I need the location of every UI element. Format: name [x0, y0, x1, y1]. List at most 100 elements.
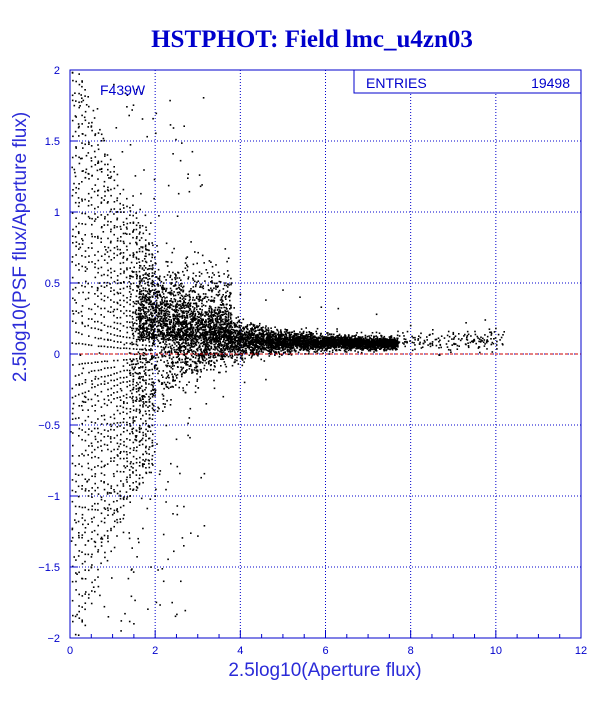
scatter-point	[263, 348, 265, 351]
scatter-point	[397, 346, 399, 348]
scatter-point	[229, 341, 231, 344]
scatter-point	[315, 337, 318, 340]
scatter-point	[215, 332, 217, 335]
scatter-point	[304, 337, 307, 340]
scatter-point	[285, 340, 287, 343]
scatter-point	[142, 335, 145, 338]
scatter-point	[237, 320, 240, 323]
scatter-point	[239, 338, 242, 341]
scatter-point	[302, 331, 305, 334]
scatter-point	[134, 311, 137, 313]
scatter-point	[191, 370, 193, 372]
scatter-point	[164, 355, 167, 358]
scatter-point	[162, 370, 165, 372]
scatter-point	[224, 312, 227, 314]
scatter-point	[311, 341, 313, 344]
scatter-point	[253, 346, 255, 348]
scatter-point	[218, 343, 221, 346]
scatter-point	[386, 338, 388, 340]
scatter-point	[308, 344, 311, 347]
scatter-point	[201, 309, 203, 311]
scatter-point	[263, 334, 266, 336]
scatter-point	[181, 314, 184, 316]
scatter-point	[240, 340, 242, 343]
scatter-point	[160, 323, 163, 326]
scatter-point	[190, 310, 193, 313]
scatter-point	[146, 507, 149, 510]
scatter-point	[168, 351, 171, 354]
scatter-point	[316, 347, 318, 349]
scatter-point	[254, 346, 257, 349]
scatter-point	[161, 393, 164, 396]
scatter-point	[308, 331, 310, 333]
scatter-point	[374, 345, 376, 348]
scatter-point	[224, 318, 226, 320]
scatter-point	[232, 348, 235, 351]
scatter-point	[187, 328, 190, 331]
scatter-point	[361, 342, 363, 344]
scatter-point	[332, 346, 335, 348]
scatter-point	[205, 358, 208, 360]
scatter-point	[318, 347, 321, 350]
scatter-point	[320, 346, 322, 348]
scatter-point	[246, 328, 249, 330]
scatter-point	[154, 367, 156, 370]
scatter-point	[252, 349, 255, 351]
scatter-point	[209, 328, 211, 330]
scatter-point	[137, 286, 140, 289]
scatter-point	[147, 369, 150, 372]
scatter-point	[285, 333, 287, 336]
scatter-point	[276, 328, 278, 331]
scatter-point	[248, 338, 251, 340]
scatter-point	[142, 354, 144, 356]
scatter-point	[208, 360, 211, 362]
scatter-point	[235, 345, 238, 348]
scatter-point	[272, 344, 275, 347]
scatter-point	[210, 364, 212, 366]
scatter-point	[307, 339, 310, 341]
scatter-point	[300, 332, 303, 335]
scatter-point	[226, 342, 229, 345]
scatter-point	[274, 354, 276, 356]
scatter-point	[193, 334, 195, 336]
scatter-point	[215, 340, 217, 342]
scatter-point	[175, 322, 177, 325]
scatter-point	[163, 361, 165, 363]
scatter-point	[209, 356, 211, 359]
scatter-point	[153, 340, 155, 343]
scatter-point	[140, 376, 143, 378]
scatter-point	[287, 340, 290, 342]
scatter-point	[265, 332, 268, 334]
scatter-point	[235, 346, 238, 349]
scatter-point	[131, 397, 133, 400]
scatter-point	[155, 299, 158, 302]
scatter-point	[270, 327, 272, 329]
scatter-point	[242, 345, 245, 348]
scatter-point	[314, 342, 316, 344]
scatter-point	[156, 410, 159, 412]
scatter-point	[136, 274, 138, 277]
scatter-point	[167, 292, 169, 294]
scatter-point	[267, 349, 269, 352]
scatter-point	[194, 391, 197, 394]
scatter-point	[276, 329, 279, 332]
scatter-point	[136, 327, 139, 330]
scatter-point	[220, 351, 222, 354]
scatter-point	[180, 349, 182, 352]
scatter-point	[215, 342, 217, 345]
scatter-point	[170, 351, 173, 354]
scatter-point	[240, 341, 242, 344]
scatter-point	[153, 285, 156, 287]
scatter-point	[200, 339, 203, 342]
scatter-point	[132, 195, 134, 197]
scatter-point	[284, 345, 286, 347]
scatter-point	[300, 348, 302, 350]
scatter-point	[153, 392, 156, 394]
scatter-point	[213, 365, 216, 367]
scatter-point	[190, 349, 193, 351]
scatter-point	[258, 333, 260, 336]
scatter-point	[195, 336, 197, 339]
scatter-point	[138, 353, 141, 355]
scatter-point	[383, 338, 386, 341]
scatter-point	[231, 350, 234, 353]
